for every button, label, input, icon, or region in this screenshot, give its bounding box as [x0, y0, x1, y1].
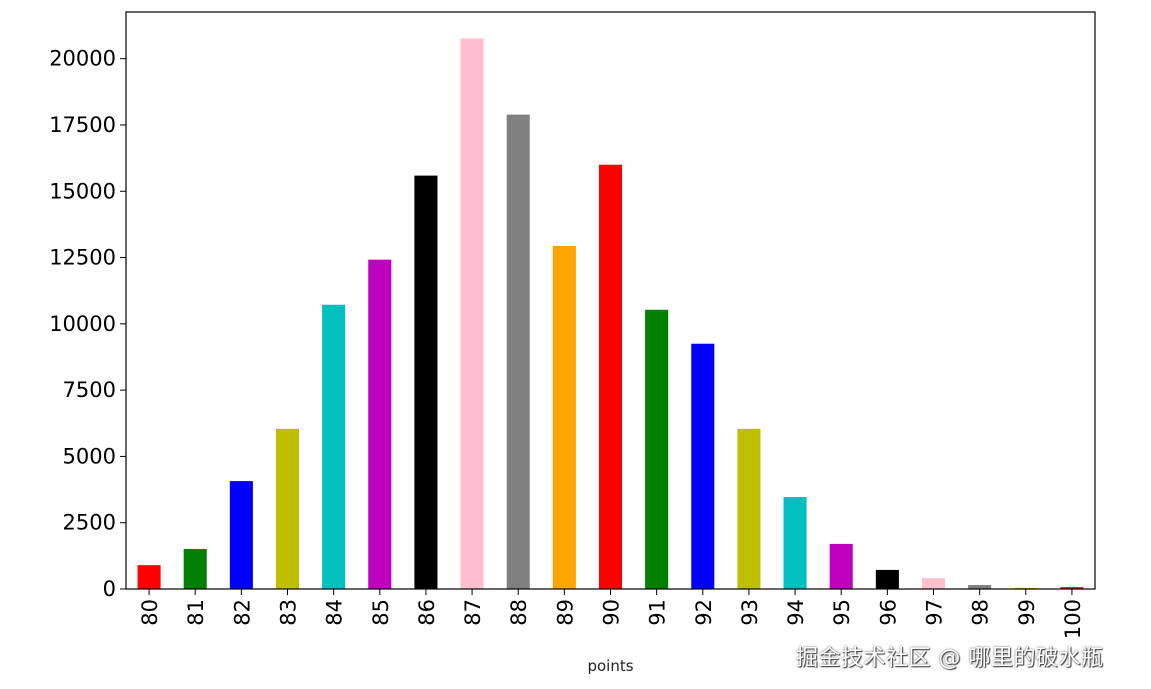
x-tick-label: 89 [553, 599, 577, 626]
x-tick-label: 82 [230, 599, 254, 626]
x-tick-label: 81 [184, 599, 208, 626]
y-tick-label: 12500 [49, 246, 116, 270]
bar-96 [875, 569, 899, 589]
x-tick-label: 98 [969, 599, 993, 626]
x-tick-label: 97 [923, 599, 947, 626]
x-tick-label: 93 [738, 599, 762, 626]
x-tick-label: 96 [876, 599, 900, 626]
plot-frame [125, 11, 1096, 590]
bar-95 [829, 543, 853, 589]
bar-80 [137, 565, 161, 589]
x-tick-label: 90 [600, 599, 624, 626]
bar-83 [275, 428, 300, 589]
x-tick-label: 100 [1061, 599, 1085, 639]
bar-97 [921, 578, 946, 589]
y-tick-label: 20000 [49, 47, 116, 71]
watermark: 掘金技术社区 @ 哪里的破水瓶 [796, 646, 1104, 671]
bar-89 [552, 245, 576, 589]
bar-98 [968, 585, 992, 589]
x-tick-label: 92 [692, 599, 716, 626]
bar-91 [645, 309, 669, 589]
bar-82 [229, 481, 253, 589]
bar-100 [1060, 587, 1084, 589]
x-tick-label: 80 [138, 599, 162, 626]
bar-90 [598, 164, 623, 589]
x-tick-label: 85 [369, 599, 393, 626]
bar-87 [460, 38, 484, 590]
bar-85 [368, 259, 392, 589]
x-tick-label: 84 [323, 599, 347, 626]
x-tick-label: 83 [277, 599, 301, 626]
bar-86 [414, 175, 438, 590]
x-tick-label: 94 [784, 599, 808, 626]
x-tick-label: 87 [461, 599, 485, 626]
y-tick-label: 15000 [49, 179, 116, 203]
y-tick-label: 5000 [63, 444, 116, 468]
bar-92 [691, 343, 715, 589]
y-tick-label: 2500 [63, 511, 116, 535]
x-tick-label: 91 [646, 599, 670, 626]
y-tick-label: 10000 [49, 312, 116, 336]
x-axis-label: points [587, 657, 633, 675]
y-tick-label: 17500 [49, 113, 116, 137]
bar-93 [737, 428, 761, 589]
bar-81 [183, 548, 207, 589]
bar-84 [322, 304, 346, 589]
x-tick-label: 95 [830, 599, 854, 626]
bar-88 [506, 114, 530, 590]
bar-94 [783, 496, 807, 589]
x-tick-label: 88 [507, 599, 531, 626]
x-tick-label: 86 [415, 599, 439, 626]
x-tick-label: 99 [1015, 599, 1039, 626]
y-tick-label: 0 [103, 577, 116, 601]
y-tick-label: 7500 [63, 378, 116, 402]
